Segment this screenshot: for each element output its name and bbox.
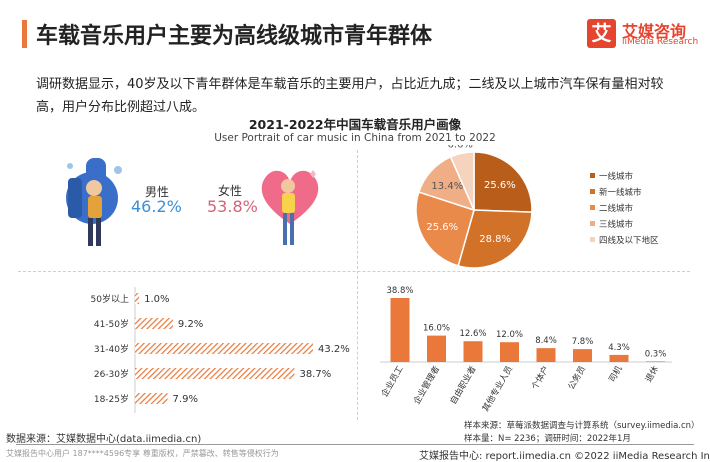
- column-divider: [357, 150, 358, 420]
- sample-size: 样本量：N= 2236；调研时间：2022年1月: [464, 434, 631, 444]
- occupation-bar: [427, 335, 446, 362]
- legend-swatch: [590, 205, 595, 210]
- section-divider: [18, 271, 690, 272]
- age-bar: [135, 293, 140, 304]
- occupation-bar: [536, 348, 556, 362]
- pie-slice: [473, 151, 533, 213]
- title-accent-bar: [22, 20, 27, 48]
- occupation-data-label: 38.8%: [386, 286, 413, 296]
- pie-slice: [457, 209, 533, 269]
- legend-label: 一线城市: [599, 171, 634, 182]
- pie-slice-label: 28.8%: [479, 234, 511, 245]
- occupation-data-label: 0.3%: [645, 349, 667, 359]
- summary-text: 调研数据显示，40岁及以下青年群体是车载音乐的主要用户，占比近九成；二线及以上城…: [36, 77, 664, 115]
- watermark-text: 艾媒报告中心用户 187****4596专享 尊重版权，严禁篡改、转售等侵权行为: [6, 449, 279, 458]
- occupation-tick-label: 自由职业者: [448, 364, 479, 407]
- occupation-bar: [573, 349, 592, 362]
- pie-slice-label: 6.6%: [448, 145, 473, 150]
- occupation-bar: [500, 342, 519, 362]
- age-bar: [135, 318, 173, 329]
- occupation-tick-label: 企业管理者: [411, 364, 442, 407]
- pie-slice-label: 13.4%: [431, 181, 463, 192]
- female-label: 女性: [218, 184, 243, 198]
- chart-subtitle: User Portrait of car music in China from…: [214, 132, 496, 144]
- age-data-label: 43.2%: [318, 344, 350, 355]
- occupation-tick-label: 其他专业人员: [480, 364, 515, 412]
- occupation-data-label: 16.0%: [423, 324, 450, 334]
- age-tick-label: 18-25岁: [94, 393, 129, 405]
- female-heart-illustration: [261, 170, 319, 245]
- pie-slice-label: 25.6%: [426, 222, 458, 233]
- male-percentage: 46.2%: [131, 197, 182, 216]
- occupation-bar: [646, 361, 665, 362]
- city-tier-pie-chart: 25.6% 28.8% 25.6% 13.4% 6.6% 一线城市新一线城市二线城市三线城…: [415, 145, 659, 269]
- age-tick-label: 41-50岁: [94, 318, 129, 330]
- occupation-bar-chart: 38.8% 企业员工 16.0% 企业管理者 12.6% 自由职业者 12.0% 其他专业人员…: [379, 286, 672, 412]
- occupation-tick-label: 公务员: [566, 364, 588, 392]
- data-source: 数据来源：艾媒数据中心(data.iimedia.cn): [6, 434, 202, 445]
- age-data-label: 38.7%: [299, 369, 331, 380]
- occupation-tick-label: 退休: [643, 364, 661, 385]
- pie-slice: [449, 151, 475, 211]
- age-data-label: 9.2%: [178, 319, 203, 330]
- occupation-bar: [609, 354, 629, 362]
- age-bar: [135, 343, 313, 354]
- pie-slice: [415, 191, 475, 267]
- brand-logo-icon: 艾: [587, 19, 616, 48]
- legend-label: 三线城市: [599, 219, 634, 230]
- legend-label: 新一线城市: [599, 187, 642, 198]
- legend-swatch: [590, 189, 595, 194]
- age-data-label: 1.0%: [144, 294, 169, 305]
- age-bar: [135, 393, 168, 404]
- occupation-tick-label: 企业员工: [379, 364, 406, 399]
- occupation-data-label: 4.3%: [608, 343, 630, 353]
- legend-label: 二线城市: [599, 203, 634, 214]
- brand-name: 艾媒咨询: [622, 22, 687, 41]
- occupation-bar: [463, 341, 483, 362]
- page-title: 车载音乐用户主要为高线级城市青年群体: [36, 24, 433, 49]
- occupation-tick-label: 个体户: [529, 364, 551, 392]
- footer-line: [16, 444, 694, 445]
- occupation-bar: [390, 298, 410, 362]
- female-percentage: 53.8%: [207, 197, 258, 216]
- age-data-label: 7.9%: [173, 394, 198, 405]
- occupation-data-label: 8.4%: [535, 336, 557, 346]
- pie-slice-label: 25.6%: [484, 180, 516, 191]
- age-tick-label: 31-40岁: [94, 343, 129, 355]
- legend-swatch: [590, 173, 595, 178]
- legend-swatch: [590, 221, 595, 226]
- occupation-data-label: 7.8%: [572, 337, 594, 347]
- brand-name-en: iiMedia Research: [622, 37, 699, 47]
- occupation-tick-label: 司机: [607, 364, 625, 385]
- age-bar: [135, 368, 295, 379]
- occupation-data-label: 12.6%: [459, 329, 486, 339]
- legend-swatch: [590, 237, 595, 242]
- male-thumbs-up-illustration: [66, 158, 122, 246]
- sample-source: 样本来源：草莓派数据调查与计算系统（survey.iimedia.cn）: [464, 421, 700, 431]
- male-label: 男性: [145, 185, 170, 199]
- footer-copyright: 艾媒报告中心: report.iimedia.cn ©2022 iiMedia …: [419, 451, 710, 462]
- legend-label: 四线及以下地区: [599, 235, 659, 246]
- chart-title: 2021-2022年中国车载音乐用户画像: [248, 117, 462, 132]
- age-tick-label: 26-30岁: [94, 368, 129, 380]
- age-bar-chart: 50岁以上 1.0% 41-50岁 9.2% 31-40岁 43.2% 26-30岁 38.7…: [91, 287, 350, 413]
- occupation-data-label: 12.0%: [496, 330, 523, 340]
- age-tick-label: 50岁以上: [91, 293, 129, 305]
